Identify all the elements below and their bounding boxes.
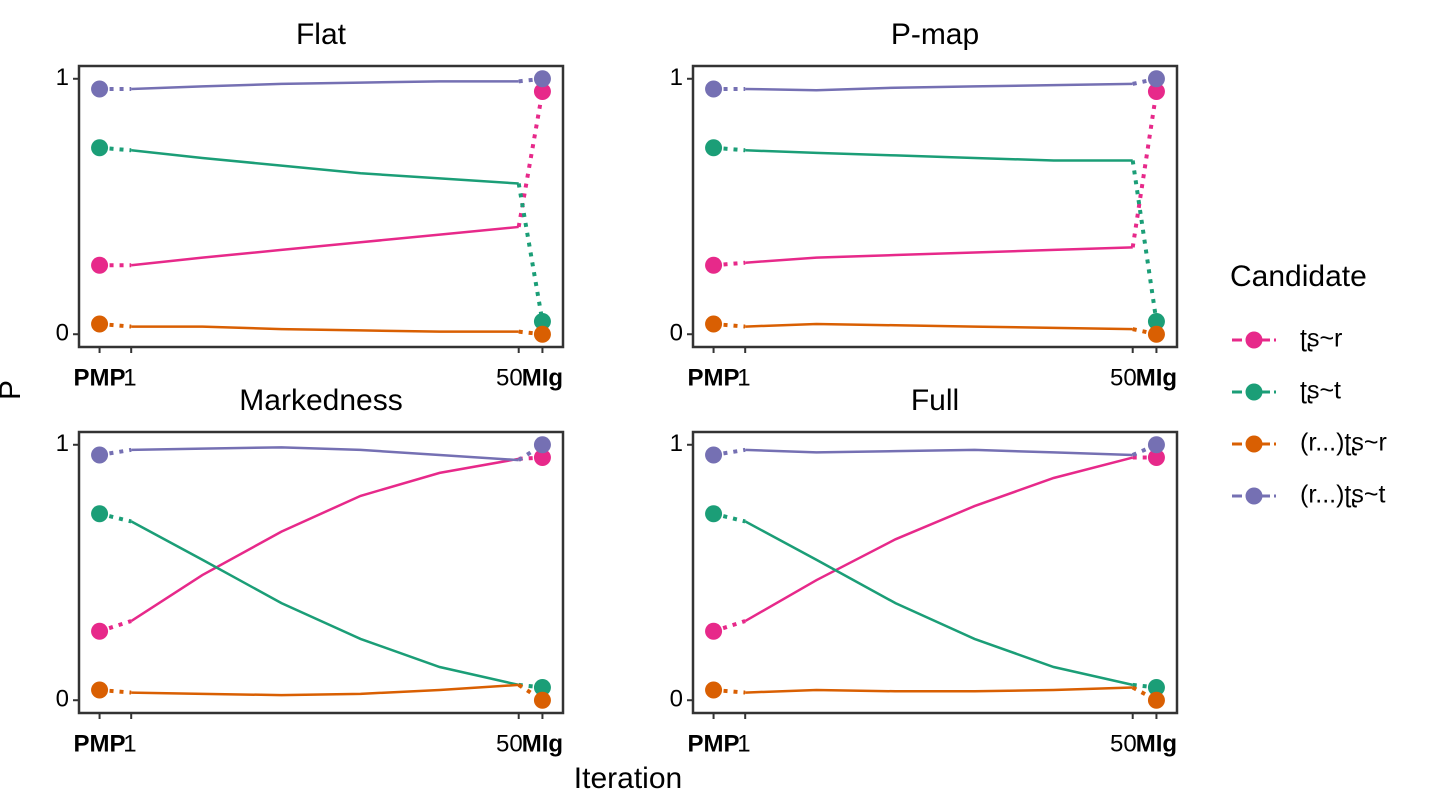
connector-line (1130, 91, 1159, 248)
legend-symbol (1245, 331, 1263, 349)
point (91, 446, 109, 464)
y-tick-label: 1 (670, 64, 683, 91)
y-tick-label: 1 (56, 64, 69, 91)
series-line (744, 520, 1133, 687)
x-tick-label: MIg (1136, 730, 1177, 757)
series-line (745, 149, 1133, 162)
point (1147, 325, 1165, 343)
point (705, 256, 723, 274)
point (705, 505, 723, 523)
series-line (131, 225, 519, 267)
point (1147, 449, 1165, 467)
legend-symbol (1245, 435, 1263, 453)
connector-line (518, 455, 543, 461)
point (705, 80, 723, 98)
panel-title: P-map (891, 18, 979, 51)
connector-line (518, 329, 543, 337)
legend-title: Candidate (1230, 260, 1367, 293)
point (1147, 83, 1165, 101)
y-tick-label: 1 (56, 430, 69, 457)
x-tick-label: PMP (688, 364, 740, 391)
series-line (745, 322, 1133, 331)
x-tick-label: MIg (522, 730, 563, 757)
connector-line (1130, 160, 1159, 322)
point (91, 681, 109, 699)
legend-label: ʈʂ~r (1300, 325, 1342, 353)
x-tick-label: 1 (737, 364, 750, 391)
panel-border (77, 64, 565, 349)
series-line (745, 82, 1133, 92)
series-line (744, 456, 1134, 623)
point (533, 83, 551, 101)
point (91, 315, 109, 333)
x-axis-label: Iteration (574, 762, 682, 795)
series-line (130, 457, 519, 623)
point (533, 691, 551, 709)
series-line (745, 686, 1133, 694)
series-line (131, 683, 519, 697)
panel-border (691, 430, 1179, 715)
x-tick-label: 50 (496, 364, 523, 391)
point (91, 622, 109, 640)
point (533, 70, 551, 88)
y-axis-label: P (0, 380, 27, 400)
point (91, 256, 109, 274)
panel-title: Flat (296, 18, 347, 51)
point (705, 622, 723, 640)
y-tick-label: 0 (670, 320, 683, 347)
panel-border (691, 64, 1179, 349)
legend-label: (r...)ʈʂ~r (1300, 429, 1387, 457)
panel-title: Markedness (239, 384, 402, 417)
connector-line (516, 183, 545, 322)
series-line (130, 520, 519, 687)
panel-title: Full (911, 384, 959, 417)
x-tick-label: 50 (1110, 730, 1137, 757)
x-tick-label: 1 (123, 364, 136, 391)
connector-line (1132, 682, 1157, 690)
point (1147, 312, 1165, 330)
point (91, 80, 109, 98)
x-tick-label: MIg (522, 364, 563, 391)
series-line (131, 149, 519, 185)
point (1147, 436, 1165, 454)
point (1147, 678, 1165, 696)
point (533, 449, 551, 467)
x-tick-label: PMP (74, 730, 126, 757)
point (91, 139, 109, 157)
y-tick-label: 1 (670, 430, 683, 457)
x-tick-label: 1 (123, 730, 136, 757)
point (533, 325, 551, 343)
y-tick-label: 0 (670, 686, 683, 713)
point (1147, 70, 1165, 88)
x-tick-label: 1 (737, 730, 750, 757)
point (533, 436, 551, 454)
point (91, 505, 109, 523)
legend-symbol (1245, 383, 1263, 401)
series-line (131, 325, 519, 333)
point (705, 446, 723, 464)
y-tick-label: 0 (56, 686, 69, 713)
legend-label: ʈʂ~t (1300, 377, 1341, 405)
point (533, 312, 551, 330)
legend-symbol (1245, 487, 1263, 505)
x-tick-label: 50 (496, 730, 523, 757)
x-tick-label: PMP (74, 364, 126, 391)
point (705, 315, 723, 333)
y-tick-label: 0 (56, 320, 69, 347)
x-tick-label: MIg (1136, 364, 1177, 391)
point (533, 678, 551, 696)
series-line (745, 246, 1133, 264)
point (1147, 691, 1165, 709)
series-line (131, 80, 519, 91)
x-tick-label: PMP (688, 730, 740, 757)
connector-line (518, 76, 543, 84)
legend-label: (r...)ʈʂ~t (1300, 481, 1385, 509)
x-tick-label: 50 (1110, 364, 1137, 391)
point (705, 139, 723, 157)
series-line (745, 448, 1133, 457)
series-line (131, 446, 519, 462)
point (705, 681, 723, 699)
panel-border (77, 430, 565, 715)
